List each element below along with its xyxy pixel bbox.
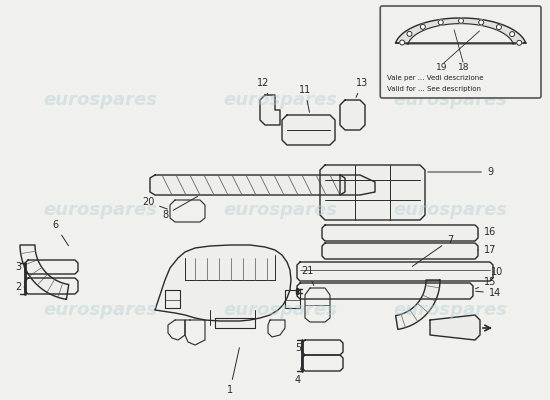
Text: 12: 12 (257, 78, 269, 95)
Circle shape (400, 40, 405, 45)
Polygon shape (322, 243, 478, 259)
Circle shape (407, 31, 412, 36)
Text: 19: 19 (436, 63, 448, 72)
Text: 21: 21 (301, 266, 314, 286)
Polygon shape (215, 318, 255, 328)
Text: 9: 9 (428, 167, 493, 177)
Polygon shape (150, 175, 345, 195)
Text: 3: 3 (15, 262, 25, 272)
Text: eurospares: eurospares (393, 301, 507, 319)
Text: 2: 2 (15, 282, 25, 292)
Text: eurospares: eurospares (223, 301, 337, 319)
Text: 11: 11 (299, 85, 311, 112)
Circle shape (517, 40, 522, 45)
Polygon shape (395, 280, 440, 329)
Text: eurospares: eurospares (43, 201, 157, 219)
Circle shape (438, 20, 443, 25)
Polygon shape (322, 225, 478, 241)
Polygon shape (430, 315, 480, 340)
Text: 17: 17 (478, 245, 496, 255)
Polygon shape (297, 262, 493, 281)
Text: 10: 10 (491, 267, 503, 277)
Text: 15: 15 (476, 277, 496, 289)
Polygon shape (260, 95, 280, 125)
Polygon shape (395, 18, 526, 44)
Circle shape (420, 24, 425, 29)
Text: eurospares: eurospares (393, 91, 507, 109)
Text: 5: 5 (295, 343, 302, 353)
Polygon shape (320, 165, 425, 220)
Circle shape (459, 18, 464, 23)
Text: 4: 4 (295, 367, 301, 385)
Polygon shape (340, 100, 365, 130)
Text: Valid for ... See description: Valid for ... See description (387, 86, 481, 92)
Polygon shape (297, 283, 473, 299)
Polygon shape (155, 245, 291, 321)
Text: 13: 13 (356, 78, 368, 98)
Text: 18: 18 (458, 63, 470, 72)
Text: Vale per ... Vedi descrizione: Vale per ... Vedi descrizione (387, 75, 484, 81)
Polygon shape (20, 245, 69, 299)
Text: 7: 7 (412, 235, 453, 266)
Text: eurospares: eurospares (393, 201, 507, 219)
Text: 6: 6 (52, 220, 69, 246)
Circle shape (497, 24, 502, 30)
Polygon shape (340, 175, 375, 195)
Text: 14: 14 (476, 288, 501, 298)
Text: 16: 16 (478, 227, 496, 237)
Circle shape (510, 32, 515, 37)
FancyBboxPatch shape (380, 6, 541, 98)
Text: 8: 8 (162, 196, 197, 220)
Text: 1: 1 (227, 348, 239, 395)
Text: 20: 20 (142, 197, 167, 209)
Circle shape (478, 20, 483, 25)
Text: eurospares: eurospares (43, 91, 157, 109)
Text: eurospares: eurospares (43, 301, 157, 319)
Polygon shape (282, 115, 335, 145)
Text: eurospares: eurospares (223, 91, 337, 109)
Text: eurospares: eurospares (223, 201, 337, 219)
